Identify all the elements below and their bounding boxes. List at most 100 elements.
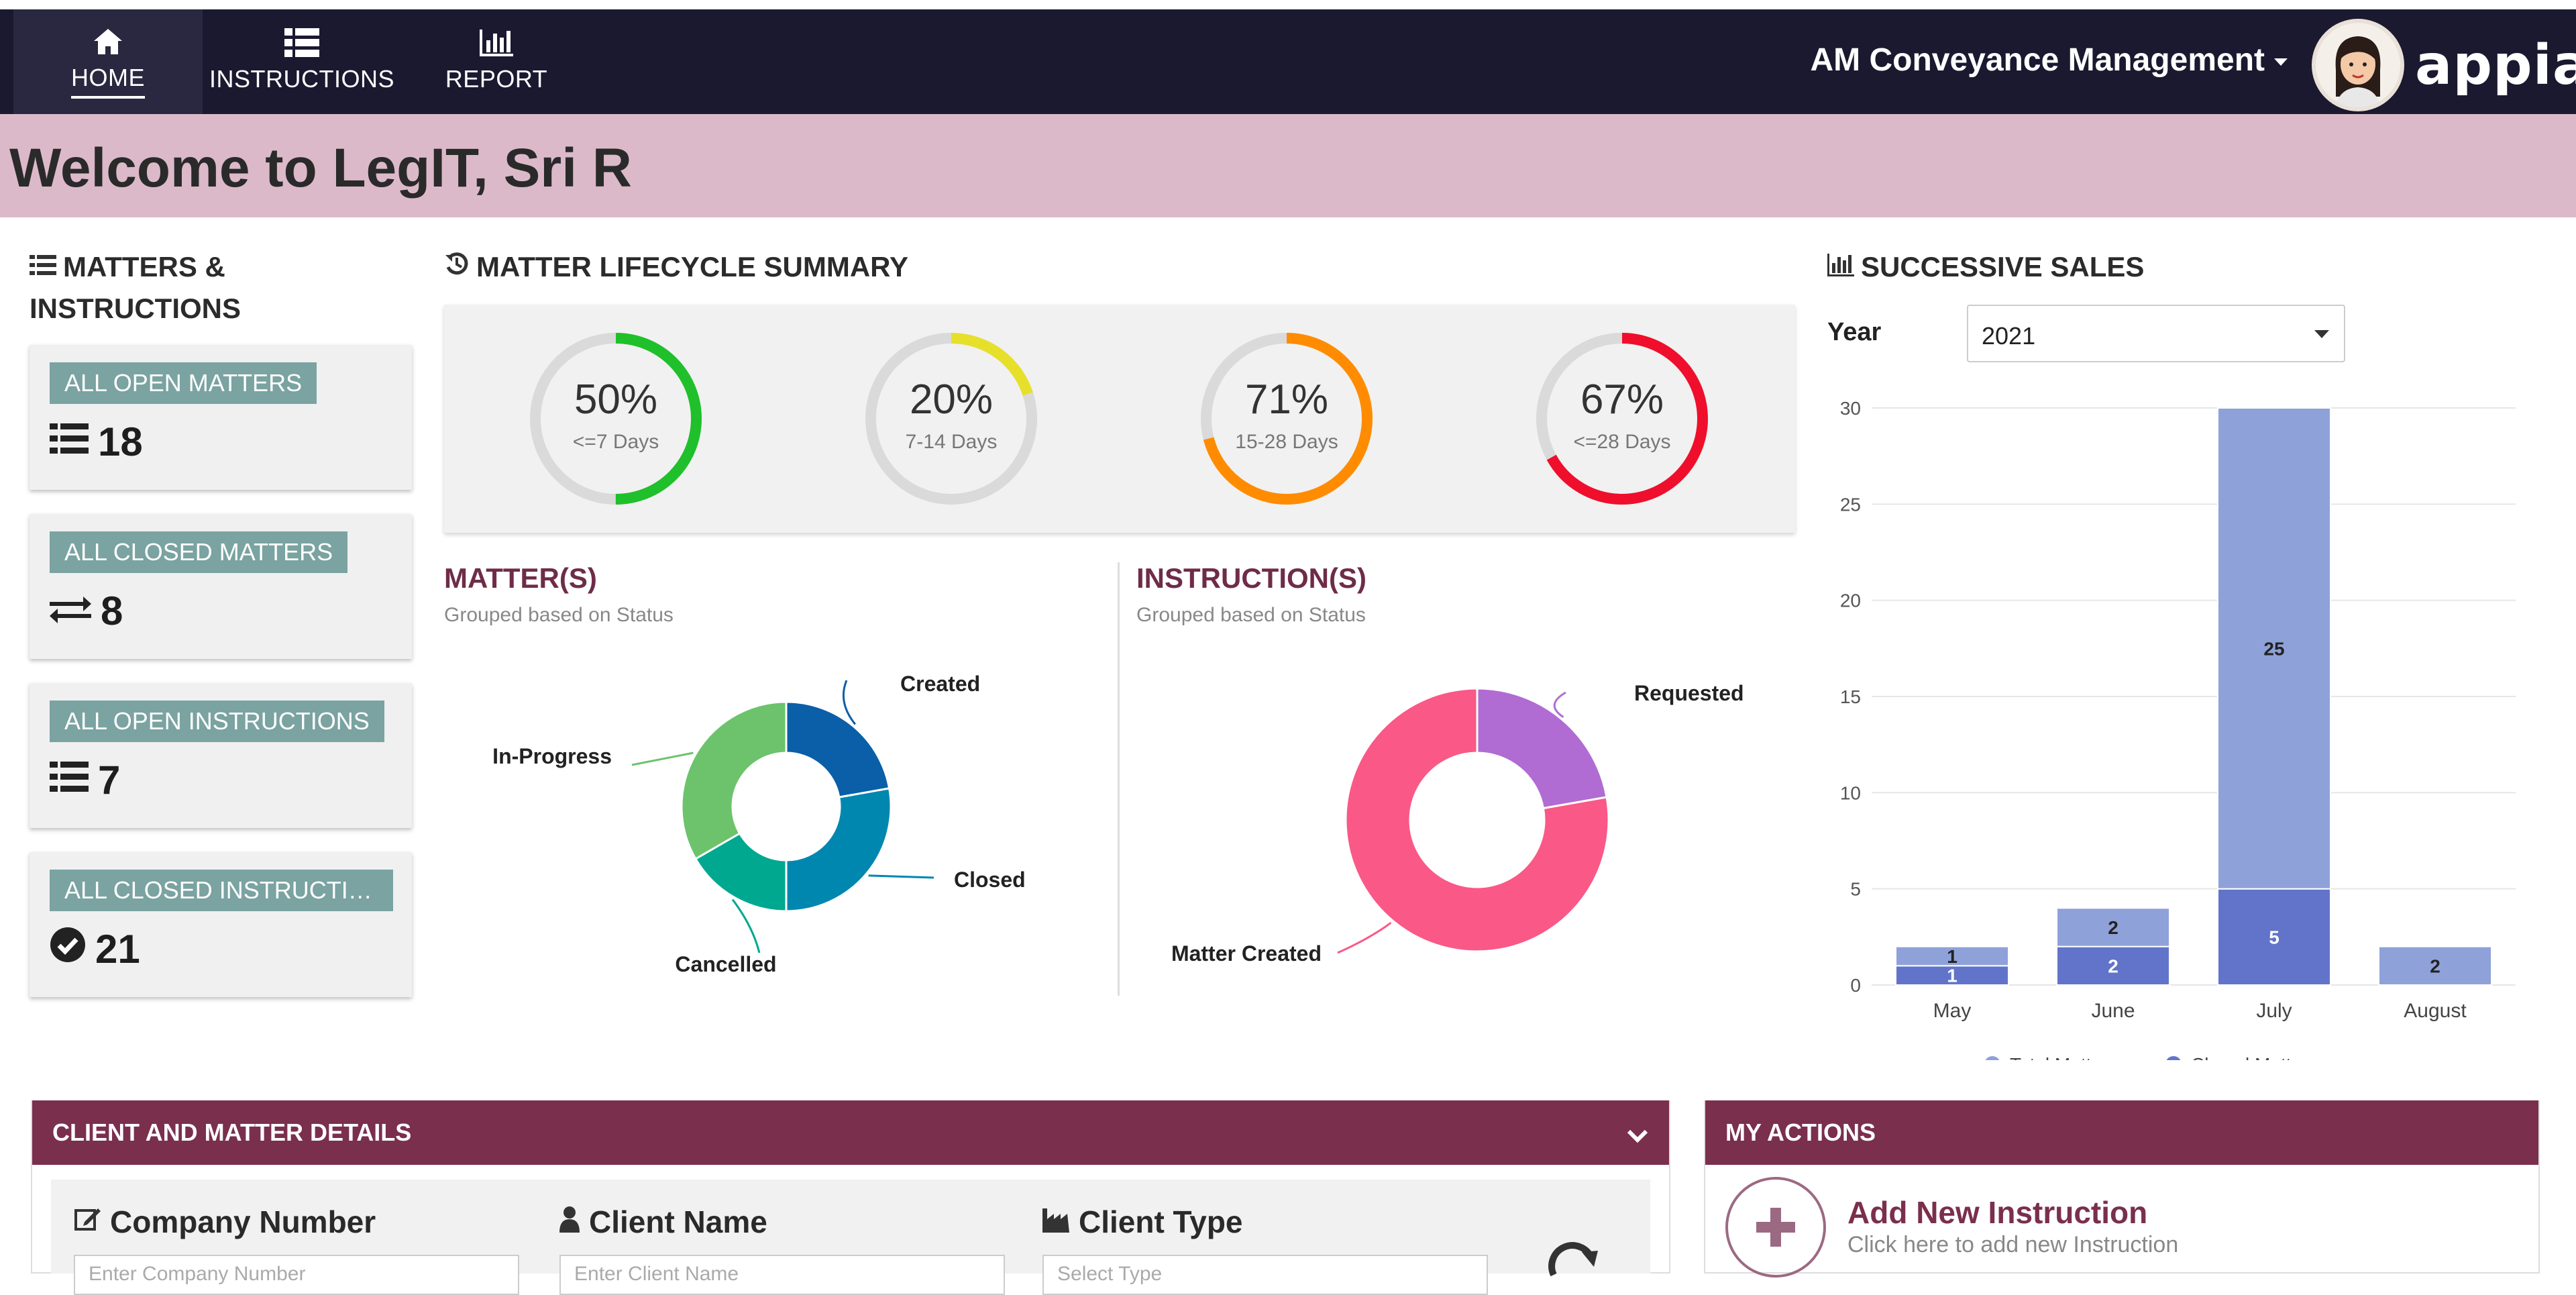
gauge-arc [865,333,1037,505]
caret-down-icon [2314,330,2329,338]
pie-slice[interactable] [1344,687,1610,953]
top-strip [0,0,2576,9]
add-instruction-link[interactable]: Add New Instruction [1847,1195,2148,1230]
legend-dot [1985,1056,2000,1060]
bar-data-label: 1 [1947,966,1957,986]
client-name-text: Client Name [589,1204,767,1239]
check-circle-icon [50,926,86,972]
pie-leader-line [868,874,934,879]
list-icon [284,26,319,60]
actions-panel-header: MY ACTIONS [1705,1100,2538,1165]
gauge-percent: 50% [574,376,658,423]
bar-segment[interactable] [1895,945,2009,967]
pie-slice[interactable] [1476,687,1608,810]
card-open-instructions[interactable]: ALL OPEN INSTRUCTIONS 7 [30,683,412,828]
bar-chart-icon [480,26,513,60]
card-closed-matters[interactable]: ALL CLOSED MATTERS 8 [30,514,412,659]
y-tick-label: 25 [1840,494,1861,515]
bar-data-label: 5 [2269,927,2279,947]
pie-leader-line [631,752,694,766]
card-open-instructions-count: 7 [50,757,120,803]
pie-slice[interactable] [785,701,891,798]
client-type-text: Client Type [1079,1204,1243,1239]
gauge-percent: 67% [1580,376,1664,423]
pie-leader-line [1337,922,1392,954]
legend-label: Closed Matters [2191,1054,2317,1060]
client-panel-body: Company Number Enter Company Number Clie… [51,1180,1650,1295]
gauge-7-14-days: 20% 7-14 Days [861,329,1041,509]
sales-title: SUCCESSIVE SALES [1827,251,2144,283]
company-number-input[interactable]: Enter Company Number [74,1255,519,1295]
gauge-arc [1201,333,1373,505]
matters-title-line1: MATTERS & [63,251,225,282]
card-open-instructions-badge: ALL OPEN INSTRUCTIONS [50,701,384,742]
instructions-pie-title: INSTRUCTION(S) [1136,562,1366,594]
year-select[interactable]: 2021 [1967,305,2345,362]
actions-panel-title: MY ACTIONS [1725,1119,1876,1146]
instructions-donut-chart: Requested Matter Created [1171,681,1744,966]
edit-icon [74,1204,101,1240]
client-name-label: Client Name [559,1204,767,1240]
bar-data-label: 25 [2263,638,2284,659]
y-tick-label: 30 [1840,398,1861,419]
sales-bar-chart: 0 5 10 15 20 25 30 11 May 2 2 June 5 25 July 2 August Tot… [1840,398,2516,1060]
bar-segment[interactable] [2217,407,2331,890]
open-matters-count: 18 [98,419,143,464]
page-title: Welcome to LegIT, Sri R [9,138,632,199]
legend-label: Total Matters [2010,1054,2117,1060]
instructions-pie-subtitle: Grouped based on Status [1136,604,1366,626]
pie-leader-line [842,680,857,725]
add-instruction-button[interactable] [1725,1177,1826,1278]
pie-leader-line [1553,691,1566,719]
nav-home[interactable]: HOME [13,9,203,114]
avatar[interactable] [2312,19,2404,111]
card-open-matters[interactable]: ALL OPEN MATTERS 18 [30,345,412,490]
legend-dot [2166,1056,2181,1060]
app-menu[interactable]: AM Conveyance Management [1810,42,2288,79]
home-icon [93,25,123,58]
chevron-down-icon[interactable] [1626,1122,1649,1150]
x-tick-label: August [2404,1000,2467,1022]
matters-title-line2: INSTRUCTIONS [30,293,241,324]
bar-segment[interactable] [2378,945,2492,986]
x-tick-label: May [1933,1000,1972,1022]
refresh-icon[interactable] [1547,1237,1601,1281]
company-number-label: Company Number [74,1204,376,1240]
client-name-input[interactable]: Enter Client Name [559,1255,1005,1295]
exchange-icon [50,588,91,634]
company-number-text: Company Number [110,1204,376,1239]
client-panel-header[interactable]: CLIENT AND MATTER DETAILS [32,1100,1669,1165]
pie-label: Matter Created [1171,941,1322,966]
list-icon [30,251,56,283]
pie-label: Requested [1634,681,1744,705]
nav-home-label: HOME [71,64,145,99]
card-closed-matters-badge: ALL CLOSED MATTERS [50,531,348,573]
appian-logo: appian [2415,34,2576,97]
gauge-arc [530,333,702,505]
caret-down-icon [2274,58,2288,66]
y-tick-label: 10 [1840,782,1861,803]
bar-segment[interactable] [2217,888,2331,986]
lifecycle-panel: 50% <=7 Days 20% 7-14 Days 71% 15-28 Day… [444,305,1795,533]
add-instruction-subtitle: Click here to add new Instruction [1847,1232,2179,1257]
pie-slice[interactable] [785,787,892,913]
matters-pie-subtitle: Grouped based on Status [444,604,674,626]
card-closed-instructions[interactable]: ALL CLOSED INSTRUCTIO... 21 [30,852,412,997]
client-type-select[interactable]: Select Type [1042,1255,1488,1295]
nav-report[interactable]: REPORT [443,9,550,114]
x-tick-label: June [2091,1000,2135,1022]
closed-matters-count: 8 [101,588,123,633]
divider [1118,562,1120,996]
nav-instructions[interactable]: INSTRUCTIONS [209,9,394,114]
bar-segment[interactable] [2056,907,2170,947]
client-matter-panel: CLIENT AND MATTER DETAILS Company Number… [31,1100,1670,1295]
client-panel-title: CLIENT AND MATTER DETAILS [52,1119,412,1146]
app-menu-label: AM Conveyance Management [1810,42,2265,78]
pie-slice[interactable] [680,701,788,861]
list-icon [50,419,89,465]
pie-label: Cancelled [675,952,776,976]
y-tick-label: 5 [1850,879,1861,900]
gauge-label: <=7 Days [572,431,659,453]
x-tick-label: July [2256,1000,2292,1022]
y-tick-label: 15 [1840,686,1861,707]
